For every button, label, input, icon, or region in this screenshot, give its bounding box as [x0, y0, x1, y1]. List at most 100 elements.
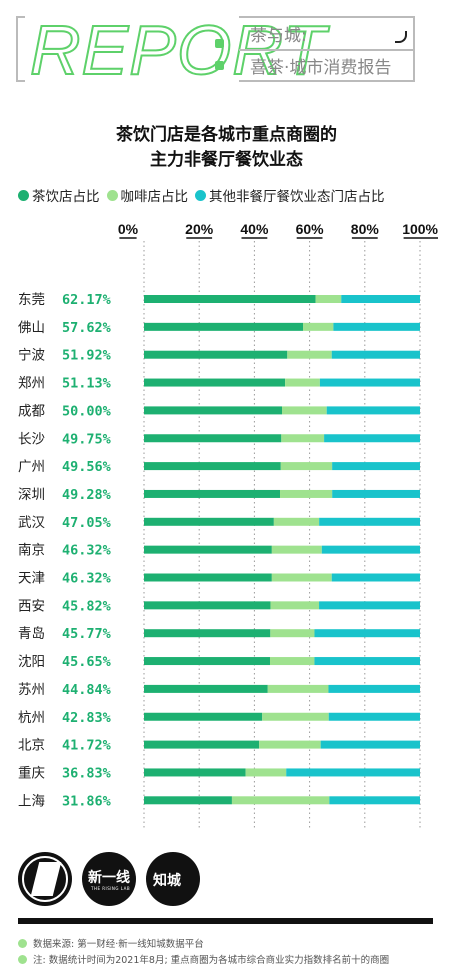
tea-share-label: 45.82%: [62, 598, 112, 614]
tea-share-label: 45.65%: [62, 654, 112, 670]
bar-segment-coffee: [259, 740, 321, 749]
legend-label-tea: 茶饮店占比: [32, 189, 100, 205]
x-tick-label: 60%: [296, 221, 325, 237]
bar-segment-other: [319, 601, 420, 610]
bar-segment-tea: [144, 462, 281, 471]
rising-lab-logo: 新一线 THE RISING LAB: [82, 852, 136, 906]
bar-segment-coffee: [270, 601, 320, 610]
city-label: 沈阳: [18, 654, 45, 670]
x-tick-label: 80%: [351, 221, 380, 237]
bar-segment-other: [324, 434, 420, 443]
city-label: 北京: [18, 738, 45, 754]
bar-segment-tea: [144, 601, 271, 610]
x-tick-label: 20%: [185, 221, 214, 237]
legend-item-tea: 茶饮店占比: [18, 185, 100, 205]
tea-share-label: 44.84%: [62, 682, 112, 698]
bar-segment-tea: [144, 295, 316, 303]
bar-segment-coffee: [269, 657, 315, 666]
bar-segment-other: [314, 629, 420, 638]
bar-segment-coffee: [303, 322, 334, 331]
city-label: 西安: [18, 598, 45, 614]
report-header: REPORT 茶与城: 喜茶·城市消费报告: [0, 0, 453, 95]
bullet-dot-icon: [18, 938, 27, 948]
report-colon: [213, 34, 225, 70]
rising-lab-logo-subtext: THE RISING LAB: [91, 886, 131, 891]
footnote: 注: 数据统计时间为2021年8月; 重点商圈为各城市综合商业实力指数排名前十的…: [18, 952, 389, 966]
bar-segment-other: [331, 573, 420, 582]
bar-segment-tea: [144, 350, 288, 359]
bar-segment-other: [341, 295, 420, 303]
tea-share-label: 49.75%: [62, 431, 112, 447]
legend-label-coffee: 咖啡店占比: [120, 189, 189, 205]
bar-segment-tea: [144, 322, 304, 331]
legend-dot-icon: [106, 189, 118, 201]
city-label: 佛山: [18, 320, 45, 336]
header-left-bracket: [16, 16, 25, 82]
bar-segment-coffee: [315, 295, 342, 303]
tea-share-label: 51.13%: [62, 376, 112, 392]
bar-segment-coffee: [280, 489, 333, 498]
bar-segment-other: [328, 712, 420, 721]
tea-share-label: 50.00%: [62, 403, 112, 419]
bar-segment-other: [319, 378, 420, 387]
city-label: 长沙: [18, 431, 45, 447]
yicai-logo: [18, 852, 72, 906]
bar-segment-tea: [144, 406, 282, 415]
tea-share-label: 41.72%: [62, 738, 112, 754]
bar-segment-tea: [144, 684, 268, 693]
bar-segment-tea: [144, 712, 263, 721]
header-report-title: 喜茶·城市消费报告: [250, 58, 392, 78]
bar-segment-coffee: [280, 462, 333, 471]
bullet-dot-icon: [18, 954, 27, 964]
city-label: 东莞: [18, 292, 45, 308]
bar-segment-tea: [144, 573, 272, 582]
bar-segment-other: [314, 657, 420, 666]
city-label: 重庆: [18, 765, 45, 781]
tea-share-label: 47.05%: [62, 515, 112, 531]
city-label: 杭州: [18, 710, 45, 726]
bar-segment-coffee: [281, 434, 325, 443]
bar-segment-other: [331, 350, 420, 359]
bar-segment-tea: [144, 796, 232, 805]
city-label: 成都: [18, 403, 45, 419]
bar-segment-other: [319, 517, 420, 526]
bar-segment-other: [320, 740, 420, 749]
legend-item-coffee: 咖啡店占比: [106, 185, 189, 205]
city-label: 苏州: [18, 682, 45, 698]
city-label: 深圳: [18, 487, 45, 503]
bar-segment-coffee: [287, 350, 332, 359]
zhicheng-logo-text: 知城: [153, 873, 181, 889]
zhicheng-logo: 知城: [146, 852, 200, 906]
bar-segment-coffee: [231, 796, 330, 805]
chart-title-line1: 茶饮门店是各城市重点商圈的: [116, 125, 337, 145]
bar-segment-other: [321, 545, 420, 554]
bar-segment-tea: [144, 545, 272, 554]
bar-segment-other: [328, 684, 420, 693]
city-label: 武汉: [18, 515, 45, 531]
stacked-bar-chart: 0% 20% 40% 60% 80% 100% 东莞 62.17% 佛山 57.62% 宁波 51.9…: [18, 221, 439, 830]
city-label: 郑州: [18, 376, 45, 392]
footnote-text: 注: 数据统计时间为2021年8月; 重点商圈为各城市综合商业实力指数排名前十的…: [33, 955, 390, 966]
bar-segment-tea: [144, 378, 286, 387]
bar-segment-coffee: [245, 768, 287, 777]
bar-segment-other: [332, 462, 420, 471]
city-label: 上海: [18, 793, 45, 809]
bar-segment-coffee: [285, 378, 320, 387]
tea-share-label: 57.62%: [62, 320, 112, 336]
bar-segment-coffee: [271, 545, 322, 554]
bar-segment-tea: [144, 434, 282, 443]
header-divider: [239, 49, 413, 51]
bar-segment-coffee: [273, 517, 320, 526]
legend-item-other: 其他非餐厅餐饮业态门店占比: [195, 185, 385, 205]
city-label: 青岛: [18, 626, 45, 642]
rising-lab-logo-text: 新一线: [88, 870, 130, 886]
bar-segment-other: [326, 406, 420, 415]
legend-dot-icon: [195, 189, 206, 201]
bar-segment-tea: [144, 517, 274, 526]
header-series-title: 茶与城:: [250, 26, 307, 46]
tea-share-label: 46.32%: [62, 571, 112, 587]
bar-segment-other: [329, 796, 420, 805]
bar-segment-other: [333, 322, 420, 331]
bar-segment-coffee: [262, 712, 329, 721]
bar-segment-tea: [144, 740, 260, 749]
